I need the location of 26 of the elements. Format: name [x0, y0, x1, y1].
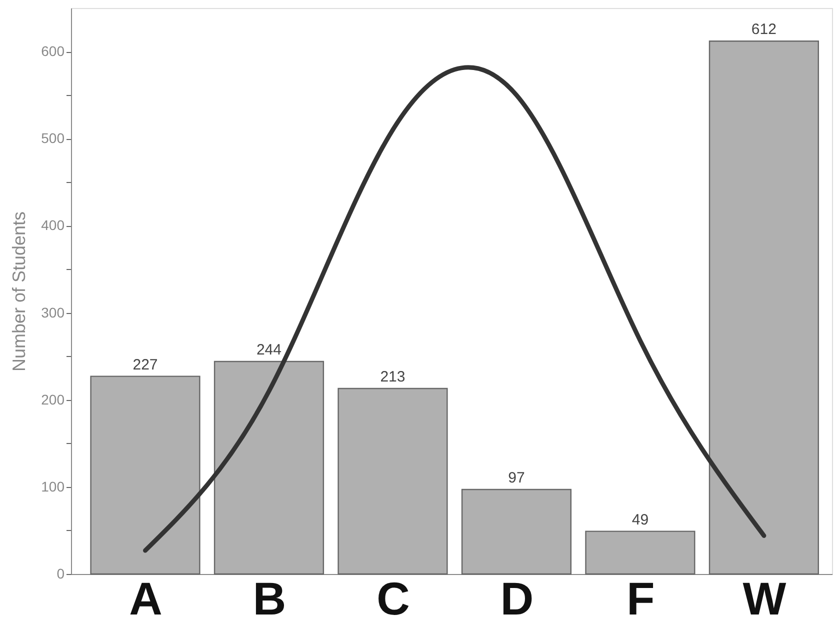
y-tick-label: 500: [41, 130, 65, 146]
data-label: 244: [256, 342, 282, 359]
bar: [90, 376, 200, 575]
x-tick-label: D: [500, 572, 534, 624]
y-tick-label: 0: [56, 566, 65, 582]
x-tick-label: A: [129, 572, 162, 624]
x-tick-label: B: [252, 572, 286, 624]
bar: [461, 488, 572, 575]
data-label: 97: [508, 470, 525, 487]
y-tick-label: 300: [41, 304, 65, 320]
x-tick-label: C: [376, 572, 410, 624]
y-tick-label: 200: [41, 391, 65, 408]
y-tick-label: 100: [41, 478, 65, 494]
x-tick-label: F: [626, 572, 655, 624]
y-tick-label: 400: [41, 217, 65, 234]
bar: [338, 388, 448, 575]
y-axis-title: Number of Students: [9, 211, 30, 372]
data-label: 612: [751, 21, 776, 38]
data-label: 49: [632, 511, 649, 528]
data-label: 213: [380, 368, 406, 386]
bar: [214, 360, 324, 575]
data-label: 227: [132, 356, 158, 374]
bar: [585, 530, 696, 575]
y-tick-label: 600: [41, 43, 65, 60]
x-tick-label: W: [742, 572, 787, 624]
bar: [708, 40, 819, 575]
